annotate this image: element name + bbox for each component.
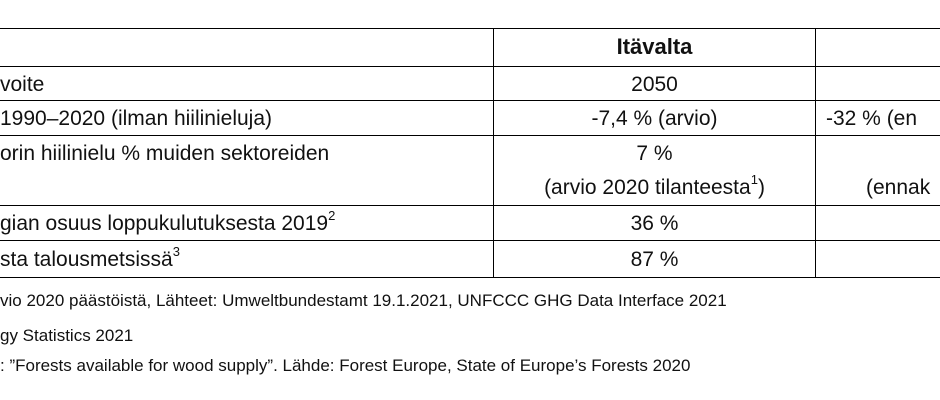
footnote-1: vio 2020 päästöistä, Lähteet: Umweltbund…	[0, 291, 727, 310]
row-label-text: gian osuus loppukulutuksesta 2019	[0, 212, 329, 235]
table-bottom-rule	[0, 277, 940, 278]
table-row-rule-3	[0, 205, 940, 206]
table-cell-text: )	[757, 176, 765, 199]
row-label-text: sta talousmetsissä	[0, 248, 173, 271]
footnote-3: : ”Forests available for wood supply”. L…	[0, 356, 691, 375]
table-cell: -32 % (en	[826, 107, 918, 130]
table-cell: 7 %	[636, 142, 673, 165]
table-cell-line-2: (arvio 2020 tilanteesta1)	[494, 173, 815, 200]
table-cell: 2050	[631, 73, 678, 96]
footnote-marker: 2	[328, 208, 336, 223]
table-row-rule-1	[0, 100, 940, 101]
row-label: orin hiilinielu % muiden sektoreiden	[0, 142, 330, 165]
table-top-rule	[0, 28, 940, 29]
table-cell-text: (arvio 2020 tilanteesta	[544, 176, 751, 199]
table-cell: 87 %	[630, 248, 679, 271]
table-column-divider-2	[815, 28, 816, 278]
table-cell: (ennak	[866, 176, 931, 199]
row-label: voite	[0, 73, 45, 96]
table-row-rule-4	[0, 240, 940, 241]
table-cell: -7,4 % (arvio)	[591, 107, 718, 130]
table-row-rule-2	[0, 135, 940, 136]
footnote-2: gy Statistics 2021	[0, 326, 134, 345]
footnote-marker: 1	[750, 172, 758, 187]
footnote-marker: 3	[172, 244, 180, 259]
table-cell: 36 %	[630, 212, 679, 235]
column-header-itavalta: Itävalta	[616, 34, 693, 59]
table-header-rule	[0, 66, 940, 67]
row-label: 1990–2020 (ilman hiilinieluja)	[0, 107, 273, 130]
row-label: gian osuus loppukulutuksesta 20192	[0, 209, 335, 236]
row-label: sta talousmetsissä3	[0, 245, 180, 272]
table-column-divider-1	[493, 28, 494, 278]
